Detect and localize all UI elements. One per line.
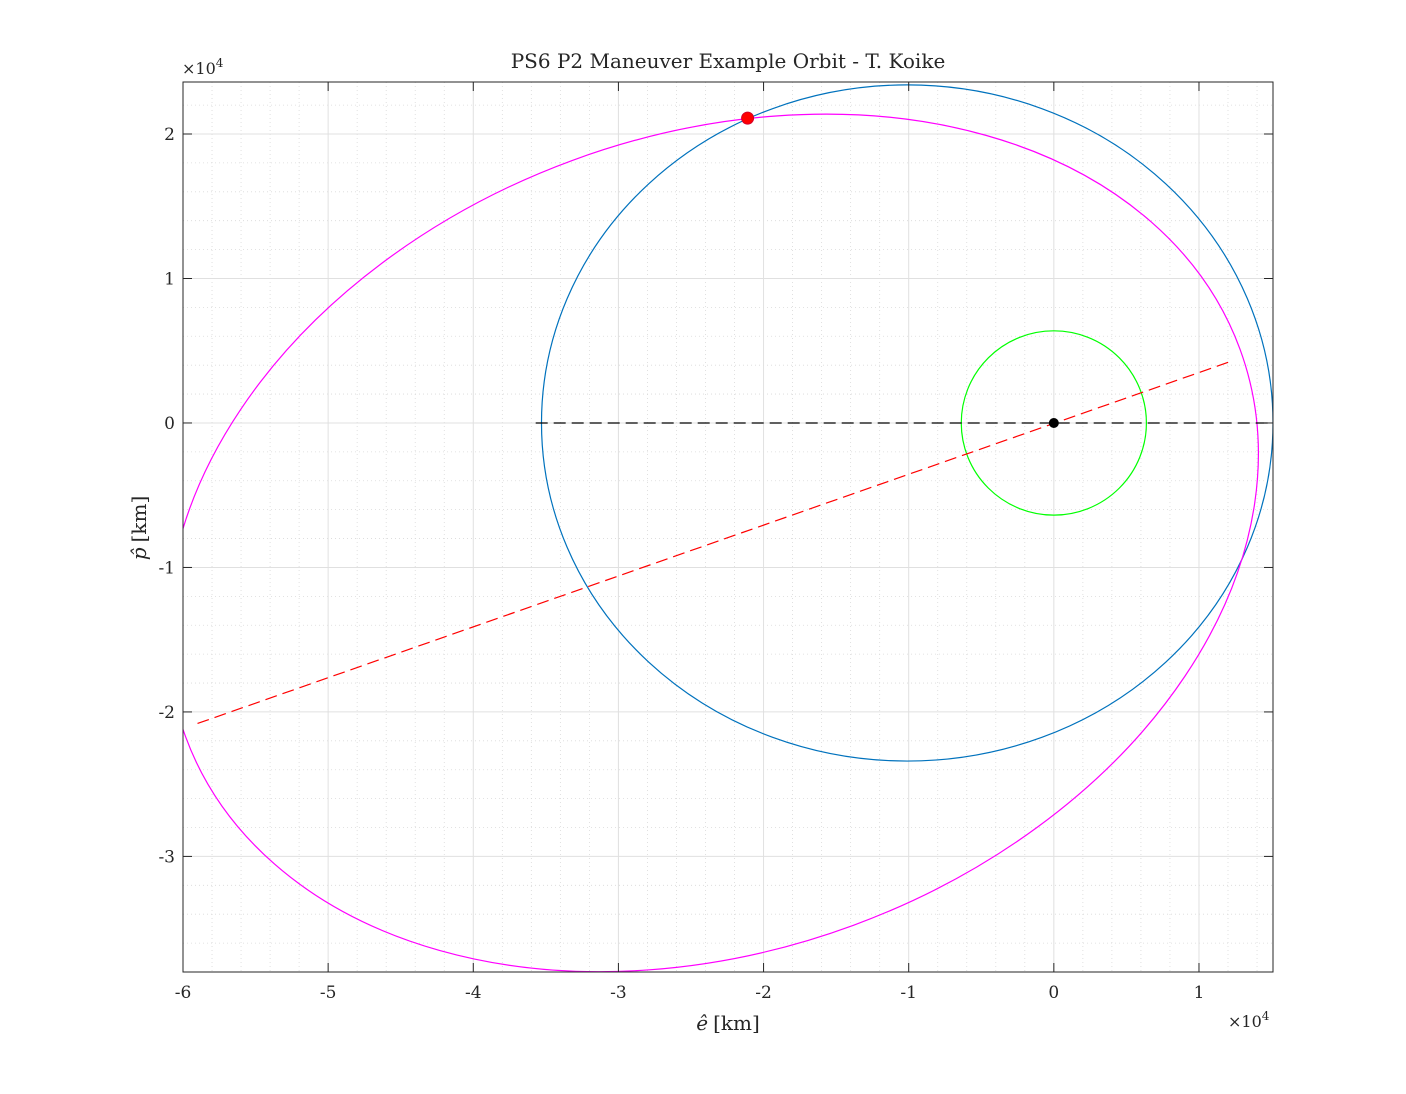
y-axis-exponent: ×104 [182,56,224,78]
x-tick-label: -3 [610,983,627,1003]
y-axis-unit: [km] [127,496,151,543]
x-axis-symbol: ê [696,1011,708,1035]
y-exponent-base: ×10 [182,59,216,78]
y-tick-label: -3 [158,847,175,867]
dashed-line-5 [197,360,1233,725]
y-tick-label: 1 [164,269,175,289]
plot-frame [182,81,1274,973]
x-axis-label: ê [km] [696,1011,760,1035]
x-tick-label: 0 [1048,983,1059,1003]
x-tick-label: -2 [755,983,772,1003]
origin-marker [1048,417,1059,428]
axis-ticks: -6 -5 -4 -3 -2 -1 0 1 -3 -2 -1 0 1 2 [158,82,1273,1003]
x-axis-exponent: ×104 [1228,1009,1270,1031]
maneuver-point-marker [741,111,755,125]
orbit-ellipse-2 [183,113,1259,972]
y-tick-label: 2 [164,125,175,145]
x-axis-unit: [km] [713,1011,760,1035]
x-tick-label: -1 [900,983,917,1003]
y-tick-label: -1 [158,558,175,578]
x-exponent-base: ×10 [1228,1012,1262,1031]
x-tick-label: -5 [320,983,337,1003]
y-tick-label: 0 [164,414,175,434]
x-exponent-power: 4 [1262,1009,1270,1023]
x-tick-label: 1 [1194,983,1205,1003]
y-tick-label: -2 [158,703,175,723]
x-tick-label: -6 [175,983,192,1003]
y-exponent-power: 4 [216,56,224,70]
major-grid [182,82,1273,972]
series-layer [183,84,1273,972]
chart-title: PS6 P2 Maneuver Example Orbit - T. Koike [511,49,946,73]
y-axis-label: p̂ [km] [127,496,151,561]
plot-area [183,82,1273,972]
minor-grid [183,82,1273,973]
y-axis-symbol: p̂ [127,547,151,560]
x-tick-label: -4 [465,983,482,1003]
